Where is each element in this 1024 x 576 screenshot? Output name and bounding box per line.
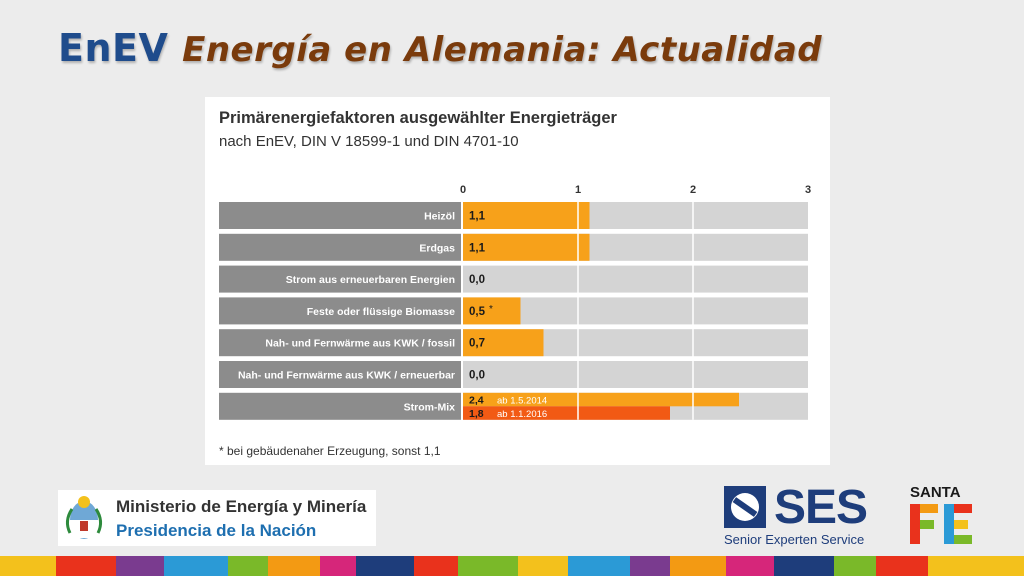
x-tick-label: 1 [575, 184, 581, 196]
ministry-name: Ministerio de Energía y Minería [116, 497, 367, 516]
data-bar [463, 233, 590, 261]
chart-svg: 0 1 2 3 Heizöl 1,1 Erdgas 1,1 Strom aus erneuerb… [219, 184, 811, 420]
chart-subtitle: nach EnEV, DIN V 18599-1 und DIN 4701-10 [219, 133, 519, 150]
category-label: Nah- und Fernwärme aus KWK / fossil [265, 338, 455, 350]
category-cell [219, 361, 461, 388]
category-label: Heizöl [424, 211, 455, 223]
category-cell [219, 329, 461, 357]
category-cell [219, 233, 461, 261]
bar-track [463, 361, 808, 388]
presidency-name: Presidencia de la Nación [116, 521, 317, 540]
santa-fe-logo-icon [910, 504, 972, 544]
slide-title-acronym: EnEV [58, 26, 169, 70]
category-label: Strom-Mix [404, 401, 455, 413]
chart-panel: 0 1 2 3 Heizöl 1,1 Erdgas 1,1 Strom aus erneuerb… [205, 97, 830, 465]
slide-title: EnEV Energía en Alemania: Actualidad [58, 26, 822, 70]
data-label: 1,1 [469, 211, 486, 223]
data-label: 0,0 [469, 274, 485, 286]
santa-fe-logo: SANTA [906, 484, 976, 546]
ministry-logo: Ministerio de Energía y Minería Presiden… [58, 490, 376, 546]
category-label: Feste oder flüssige Biomasse [307, 306, 455, 318]
data-label: 0,7 [469, 338, 485, 350]
ses-logo-text: SES [774, 481, 868, 534]
data-bar [463, 392, 739, 407]
x-tick-label: 2 [690, 184, 696, 196]
category-cell [219, 297, 461, 325]
data-label: 1,8 [469, 408, 484, 420]
decorative-stripe-bar [0, 556, 1024, 576]
data-label: 0,5 [469, 306, 486, 318]
slide-title-text: Energía en Alemania: Actualidad [182, 30, 823, 70]
chart-title: Primärenergiefaktoren ausgewählter Energ… [219, 109, 617, 127]
ses-logo: SES Senior Experten Service [724, 481, 884, 548]
data-bar [463, 406, 670, 420]
ses-logo-icon [724, 486, 766, 528]
category-label: Erdgas [419, 242, 455, 254]
category-label: Nah- und Fernwärme aus KWK / erneuerbar [238, 370, 455, 382]
data-label: 1,1 [469, 242, 486, 254]
data-note: ab 1.1.2016 [497, 409, 547, 420]
ses-subtitle: Senior Experten Service [724, 532, 865, 547]
category-cell [219, 202, 461, 229]
data-note: ab 1.5.2014 [497, 396, 547, 407]
x-tick-label: 0 [460, 184, 466, 196]
data-label: 2,4 [469, 395, 484, 407]
category-label: Strom aus erneuerbaren Energien [286, 274, 455, 286]
data-note: * [489, 304, 493, 315]
data-bar [463, 329, 544, 357]
santa-fe-wordmark: SANTA [910, 484, 961, 501]
x-tick-label: 3 [805, 184, 811, 196]
category-cell [219, 392, 461, 420]
category-cell [219, 265, 461, 293]
bar-track [463, 265, 808, 293]
data-bar [463, 297, 521, 325]
data-label: 0,0 [469, 370, 485, 382]
chart-footnote: * bei gebäudenaher Erzeugung, sonst 1,1 [219, 444, 441, 458]
argentina-coat-of-arms-icon [65, 496, 103, 539]
data-bar [463, 202, 590, 229]
